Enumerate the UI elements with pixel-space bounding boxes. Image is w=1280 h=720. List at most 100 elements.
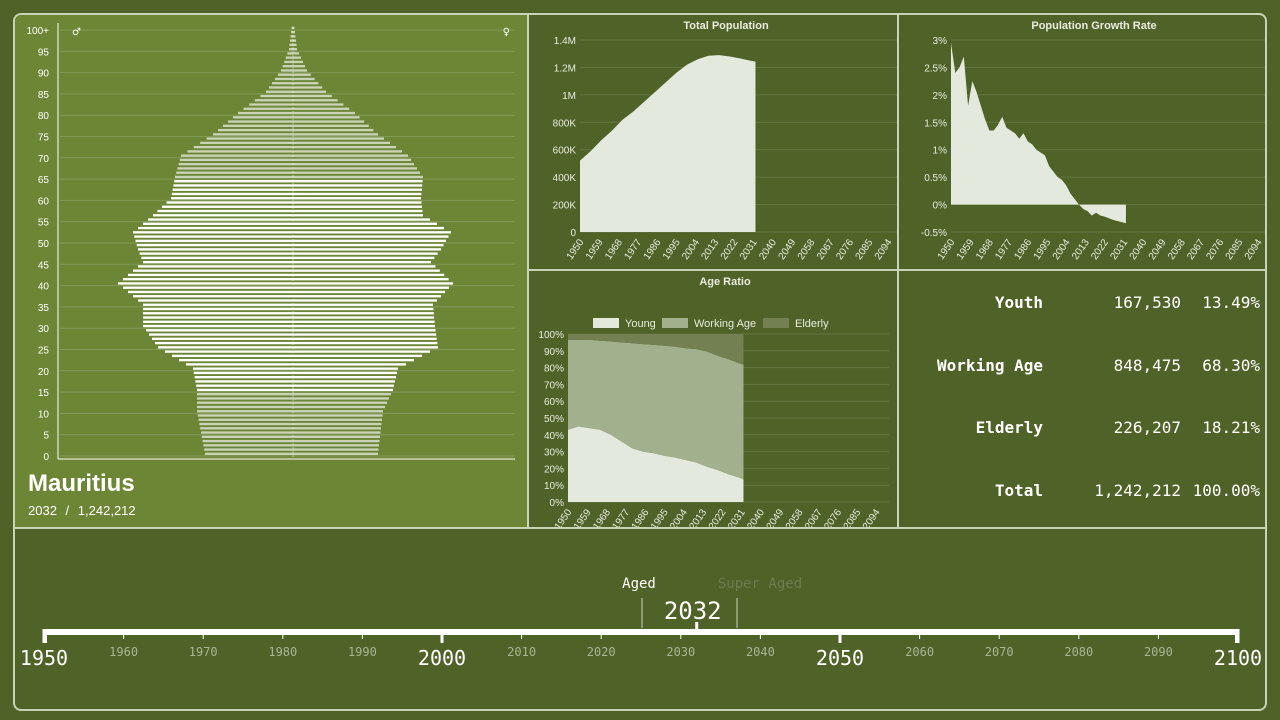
chart-y-tick: 70% xyxy=(544,380,564,391)
pyramid-female-bar xyxy=(293,69,307,72)
pyramid-female-bar xyxy=(293,316,435,319)
chart-y-tick: 50% xyxy=(544,414,564,425)
chart-y-tick: -0.5% xyxy=(921,228,947,239)
timeline-minor-label: 1980 xyxy=(268,645,297,659)
pyramid-male-bar xyxy=(136,243,293,247)
timeline-minor-label: 2060 xyxy=(905,645,934,659)
pyramid-male-bar xyxy=(197,401,293,404)
pyramid-female-bar xyxy=(293,439,380,443)
chart-title: Population Growth Rate xyxy=(1031,20,1156,32)
pyramid-male-bar xyxy=(197,393,293,396)
pyramid-female-bar xyxy=(293,94,332,98)
pyramid-male-bar xyxy=(243,107,293,110)
growth-rate-panel: Population Growth Rate 3% 2.5% 2% 1.5% 1% 0.5%… xyxy=(899,15,1265,271)
stat-percent: 100.00% xyxy=(1192,481,1260,500)
pyramid-female-bar xyxy=(293,128,374,132)
timeline-minor-tick xyxy=(123,635,125,639)
chart-x-tick: 2076 xyxy=(1204,237,1226,262)
pyramid-female-bar xyxy=(293,99,338,102)
chart-y-tick: 1.5% xyxy=(924,118,947,129)
pyramid-male-bar xyxy=(143,312,293,315)
year-population-line: 2032 / 1,242,212 xyxy=(28,503,136,518)
chart-x-tick: 1950 xyxy=(553,507,575,527)
pyramid-female-bar xyxy=(293,175,423,179)
pyramid-female-bar xyxy=(293,384,394,387)
pyramid-male-bar xyxy=(172,188,293,191)
pyramid-female-bar xyxy=(293,124,369,128)
pyramid-male-bar xyxy=(186,363,293,366)
pyramid-female-bar xyxy=(293,222,437,225)
chart-x-tick: 2085 xyxy=(1224,237,1246,262)
pyramid-male-bar xyxy=(285,56,293,59)
pyramid-female-bar xyxy=(293,324,435,328)
pyramid-male-bar xyxy=(233,116,293,119)
timeline-minor-tick xyxy=(680,635,682,639)
pyramid-age-tick: 5 xyxy=(43,431,49,442)
timeline-major-label: 2100 xyxy=(1214,646,1262,670)
pyramid-female-bar xyxy=(293,107,350,110)
chart-x-tick: 1959 xyxy=(955,237,977,262)
male-symbol-icon: ♂ xyxy=(72,27,81,38)
chart-x-tick: 2094 xyxy=(1243,237,1265,262)
total-population-panel: Total Population 1.4M 1.2M 1M 800K 600K 400K 20… xyxy=(529,15,899,271)
pyramid-female-bar xyxy=(293,231,451,234)
chart-y-tick: 2.5% xyxy=(924,63,947,74)
chart-y-tick: 1.2M xyxy=(554,63,576,74)
stat-row-total: Total 1,242,212 100.00% xyxy=(899,481,1265,505)
pyramid-male-bar xyxy=(128,290,293,294)
timeline-minor-tick xyxy=(759,635,761,639)
chart-x-tick: 1995 xyxy=(649,507,671,527)
chart-x-tick: 1995 xyxy=(1032,237,1054,262)
pyramid-male-bar xyxy=(254,99,293,102)
pyramid-male-bar xyxy=(266,90,293,93)
pyramid-male-bar xyxy=(195,380,293,383)
pyramid-male-bar xyxy=(284,60,293,64)
pyramid-male-bar xyxy=(176,171,293,174)
timeline-minor-tick xyxy=(998,635,1000,639)
pyramid-male-bar xyxy=(162,205,293,208)
stat-row-elderly: Elderly 226,207 18.21% xyxy=(899,418,1265,442)
chart-x-tick: 1986 xyxy=(1012,237,1034,262)
growth-rate-chart: Population Growth Rate 3% 2.5% 2% 1.5% 1% 0.5%… xyxy=(921,20,1265,262)
pyramid-female-bar xyxy=(293,269,440,272)
pyramid-female-bar xyxy=(293,303,433,306)
pyramid-female-bar xyxy=(293,248,441,251)
chart-y-tick: 1.4M xyxy=(554,36,576,47)
aged-stage-label: Aged xyxy=(622,576,656,592)
timeline-major-tick xyxy=(1236,629,1240,643)
age-ratio-legend-label: Elderly xyxy=(795,318,829,330)
pyramid-male-bar xyxy=(138,299,293,302)
timeline-handle[interactable] xyxy=(695,622,699,632)
stat-row-working-age: Working Age 848,475 68.30% xyxy=(899,356,1265,380)
pyramid-male-bar xyxy=(249,103,293,106)
age-ratio-legend-swatch xyxy=(662,318,688,328)
pyramid-female-bar xyxy=(293,201,422,204)
pyramid-male-bar xyxy=(201,431,293,434)
pyramid-male-bar xyxy=(135,239,293,243)
pyramid-female-bar xyxy=(293,290,445,294)
chart-y-tick: 30% xyxy=(544,448,564,459)
pyramid-male-bar xyxy=(138,248,293,251)
pyramid-male-bar xyxy=(181,154,293,157)
pyramid-female-bar xyxy=(293,103,344,106)
pyramid-male-bar xyxy=(290,39,293,42)
pyramid-female-bar xyxy=(293,388,393,392)
pyramid-female-bar xyxy=(293,354,422,358)
pyramid-male-bar xyxy=(138,265,293,268)
chart-x-tick: 2031 xyxy=(1108,237,1130,262)
pyramid-female-bar xyxy=(293,375,396,379)
pyramid-male-bar xyxy=(152,337,293,341)
pyramid-age-tick: 75 xyxy=(38,133,50,144)
chart-y-tick: 800K xyxy=(553,118,577,129)
year-timeline-slider[interactable]: 1950 2000 2050 2100 1960 1970 1980 1990 2010 2020… xyxy=(15,529,1267,711)
chart-x-tick: 2049 xyxy=(765,507,787,527)
pyramid-male-bar xyxy=(197,410,293,413)
chart-x-tick: 2013 xyxy=(688,507,710,527)
age-ratio-area-working-age xyxy=(568,339,744,480)
pyramid-female-bar xyxy=(293,329,436,332)
pyramid-male-bar xyxy=(134,235,293,238)
pyramid-male-bar xyxy=(228,120,293,123)
stat-value: 167,530 xyxy=(1113,293,1181,312)
pyramid-age-tick: 85 xyxy=(38,90,50,101)
pyramid-female-bar xyxy=(293,414,383,417)
